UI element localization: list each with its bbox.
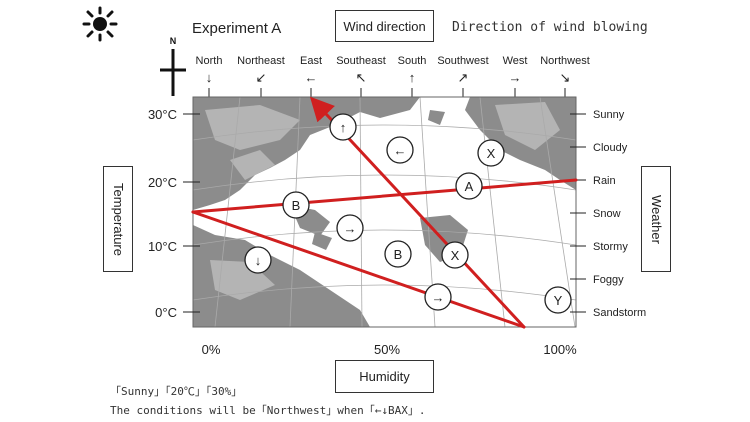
note-line-1: 「Sunny」「20℃」「30%」 bbox=[110, 385, 242, 398]
circle-marker: B bbox=[384, 240, 412, 268]
direction-label: West bbox=[503, 55, 528, 67]
weather-tick-label: Cloudy bbox=[593, 142, 628, 154]
direction-header: North ↓ Northeast ↙ East ← Southeast ↖ South ↑ Sou… bbox=[196, 55, 590, 104]
direction-label: Northeast bbox=[237, 55, 285, 67]
circle-marker-text: → bbox=[432, 290, 445, 305]
circle-marker-text: → bbox=[344, 221, 357, 236]
temperature-label: Temperature bbox=[110, 182, 126, 256]
circle-marker-text: X bbox=[451, 248, 460, 263]
circle-marker-text: ↑ bbox=[340, 120, 347, 135]
circle-marker-text: B bbox=[394, 247, 403, 262]
note-line-2: The conditions will be「Northwest」when「←↓… bbox=[110, 404, 426, 417]
direction-label: East bbox=[300, 55, 322, 67]
map-background bbox=[193, 97, 576, 327]
wind-direction-label: Wind direction bbox=[343, 18, 426, 34]
circle-marker: → bbox=[336, 214, 364, 242]
circle-marker-text: B bbox=[292, 198, 301, 213]
circle-marker: X bbox=[477, 139, 505, 167]
circle-marker-text: Y bbox=[554, 293, 563, 308]
temperature-tick-label: 20°C bbox=[148, 175, 177, 190]
weather-tick-label: Snow bbox=[593, 208, 621, 220]
weather-label: Weather bbox=[648, 194, 664, 244]
line-left-to-rain bbox=[191, 178, 578, 214]
circle-marker: ← bbox=[386, 136, 414, 164]
direction-label: Southwest bbox=[437, 55, 488, 67]
direction-arrow: ↙ bbox=[256, 70, 267, 85]
temperature-tick-label: 0°C bbox=[155, 305, 177, 320]
circle-marker: ↑ bbox=[329, 113, 357, 141]
temperature-box: Temperature bbox=[103, 166, 133, 272]
humidity-tick-label: 50% bbox=[374, 342, 400, 357]
circle-marker-text: ← bbox=[394, 143, 407, 158]
diagram-subtitle: Direction of wind blowing bbox=[452, 20, 648, 35]
direction-arrow: ↘ bbox=[560, 70, 571, 85]
compass-north-icon: N bbox=[160, 36, 186, 96]
sun-icon bbox=[82, 6, 118, 42]
circle-markers: ↑ ← X A B → ↓ B X → Y bbox=[244, 113, 572, 314]
temperature-tick-label: 30°C bbox=[148, 107, 177, 122]
circle-marker: B bbox=[282, 191, 310, 219]
circle-marker: Y bbox=[544, 286, 572, 314]
circle-marker: X bbox=[441, 241, 469, 269]
humidity-box: Humidity bbox=[335, 360, 434, 393]
direction-arrow: ↖ bbox=[356, 70, 367, 85]
direction-arrow: → bbox=[509, 70, 522, 85]
compass-letter: N bbox=[170, 36, 177, 46]
diagram-title: Experiment A bbox=[192, 20, 281, 37]
circle-marker-text: ↓ bbox=[255, 253, 262, 268]
direction-label: Northwest bbox=[540, 55, 590, 67]
temperature-tick-label: 10°C bbox=[148, 239, 177, 254]
direction-arrow: ← bbox=[305, 70, 318, 85]
direction-label: North bbox=[196, 55, 223, 67]
weather-tick-label: Sunny bbox=[593, 109, 625, 121]
humidity-tick-label: 100% bbox=[543, 342, 577, 357]
direction-arrow: ↓ bbox=[206, 70, 213, 85]
weather-axis: Sunny Cloudy Rain Snow Stormy Foggy Sandstorm bbox=[570, 109, 646, 319]
direction-label: South bbox=[398, 55, 427, 67]
humidity-axis: 0% 50% 100% bbox=[202, 342, 577, 357]
weather-tick-label: Stormy bbox=[593, 241, 628, 253]
humidity-tick-label: 0% bbox=[202, 342, 221, 357]
line-left-to-bottom-apex bbox=[191, 210, 526, 329]
weather-tick-label: Sandstorm bbox=[593, 307, 646, 319]
circle-marker-text: A bbox=[465, 179, 474, 194]
direction-arrow: ↗ bbox=[458, 70, 469, 85]
weather-tick-label: Rain bbox=[593, 175, 616, 187]
circle-marker: → bbox=[424, 283, 452, 311]
wind-direction-box: Wind direction bbox=[335, 10, 434, 42]
temperature-axis: 30°C 20°C 10°C 0°C bbox=[148, 107, 200, 320]
direction-arrow: ↑ bbox=[409, 70, 416, 85]
circle-marker: A bbox=[455, 172, 483, 200]
circle-marker: ↓ bbox=[244, 246, 272, 274]
humidity-label: Humidity bbox=[359, 369, 410, 384]
weather-box: Weather bbox=[641, 166, 671, 272]
direction-label: Southeast bbox=[336, 55, 386, 67]
circle-marker-text: X bbox=[487, 146, 496, 161]
weather-tick-label: Foggy bbox=[593, 274, 624, 286]
